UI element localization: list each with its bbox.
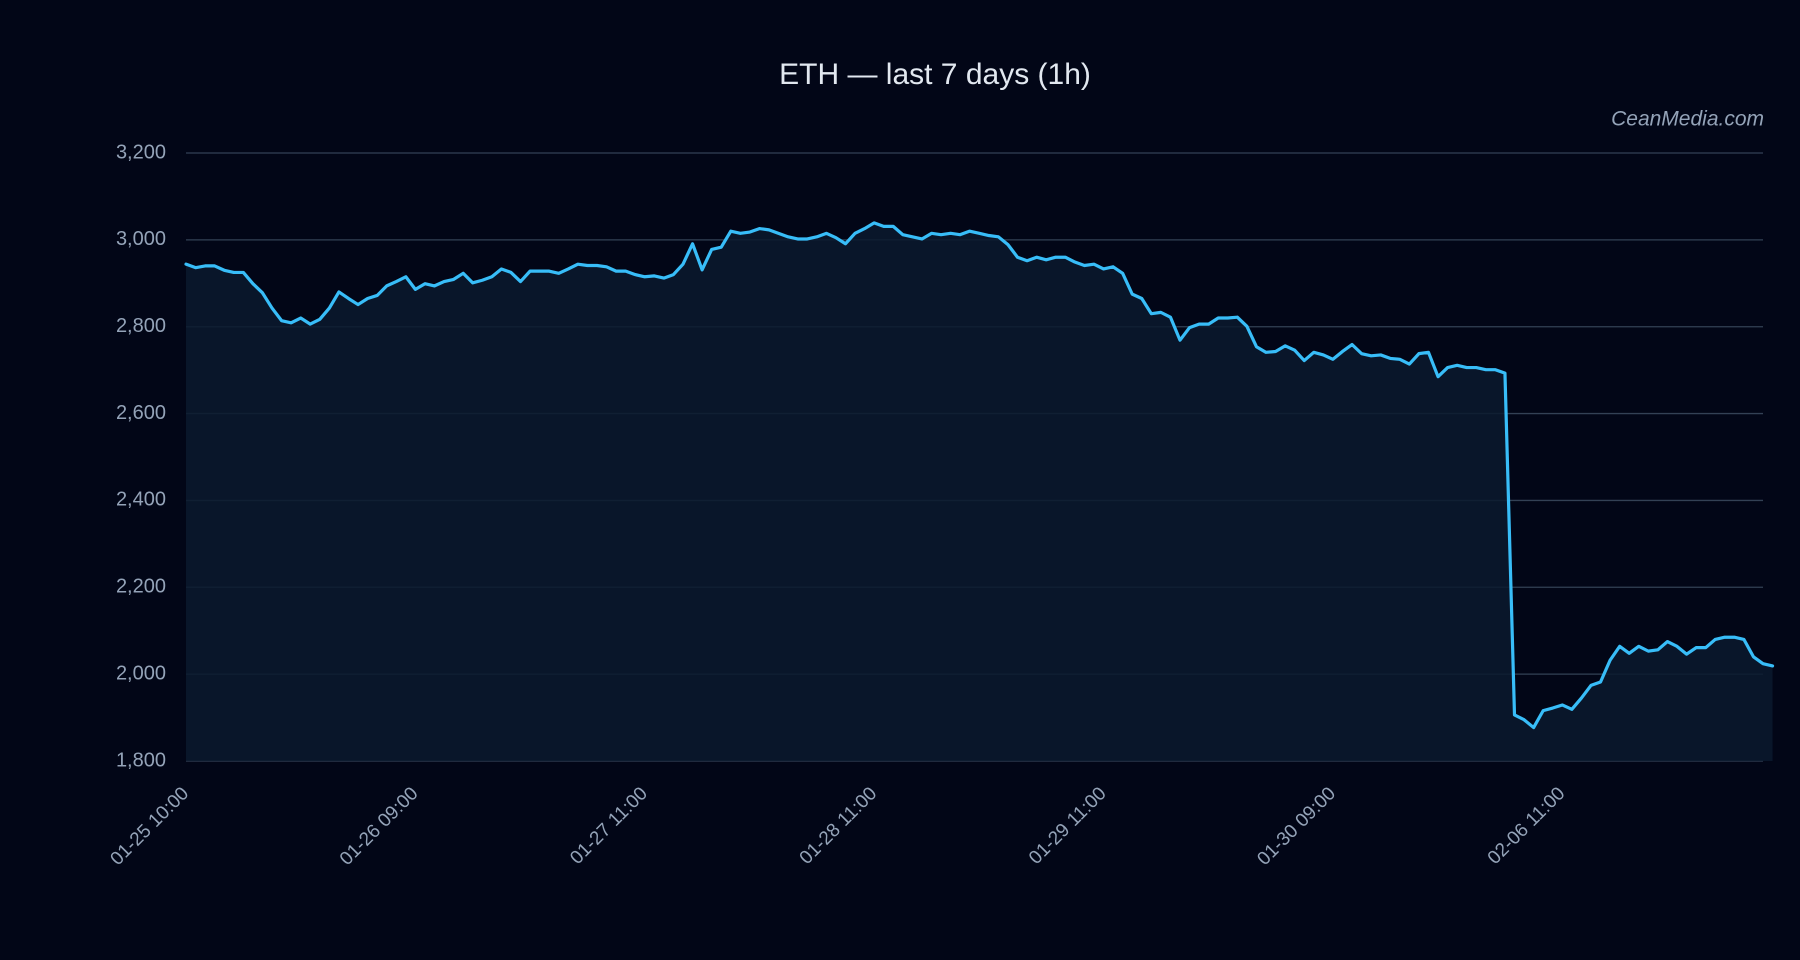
watermark: CeanMedia.com	[1611, 108, 1764, 131]
y-tick-label: 2,200	[116, 576, 166, 598]
y-tick-label: 3,000	[116, 228, 166, 250]
y-tick-label: 1,800	[116, 749, 166, 771]
area-fill	[186, 222, 1773, 762]
price-line	[184, 221, 1775, 730]
y-tick-label: 2,600	[116, 402, 166, 424]
y-tick-label: 2,000	[116, 662, 166, 684]
y-tick-label: 2,800	[116, 315, 166, 337]
y-tick-label: 2,400	[116, 489, 166, 511]
y-tick-label: 3,200	[116, 141, 166, 163]
chart-title: ETH — last 7 days (1h)	[779, 58, 1091, 91]
